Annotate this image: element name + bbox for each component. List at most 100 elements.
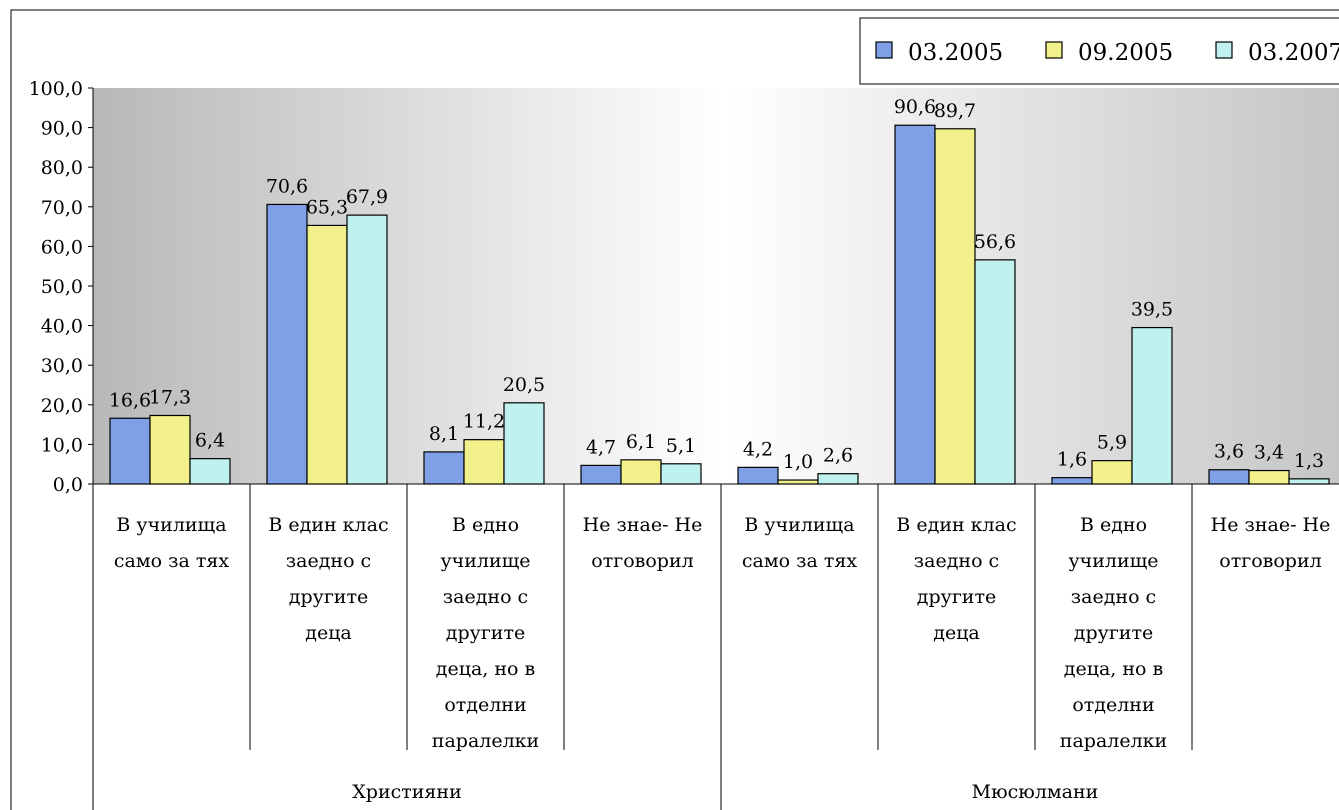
bar <box>1248 469 1290 485</box>
data-label: 89,7 <box>934 100 976 122</box>
bar <box>934 128 976 485</box>
data-label: 3,4 <box>1254 442 1284 464</box>
x-category-label: само за тях <box>742 550 857 572</box>
x-category-label: другите <box>917 586 996 608</box>
x-category-label: заедно с <box>443 586 528 608</box>
x-category-label: В един клас <box>268 514 388 536</box>
data-label: 70,6 <box>266 175 308 197</box>
legend-label: 03.2007 <box>1248 40 1339 66</box>
chart-border <box>10 9 1339 810</box>
x-category-label: В едно <box>1080 514 1147 536</box>
x-category-label: В един клас <box>896 514 1016 536</box>
x-category-label: деца <box>933 622 980 644</box>
data-label: 4,7 <box>586 436 616 458</box>
x-category-label: училище <box>440 550 530 572</box>
data-label: 65,3 <box>306 196 348 218</box>
bar <box>737 466 779 485</box>
data-label: 39,5 <box>1131 299 1173 321</box>
y-tick-label: 10,0 <box>41 434 83 456</box>
bar <box>974 259 1016 485</box>
data-label: 2,6 <box>823 445 853 467</box>
x-category-label: Не знае- Не <box>583 514 703 536</box>
y-tick-label: 70,0 <box>41 197 83 219</box>
x-category-label: отделни <box>1072 694 1154 716</box>
data-label: 1,0 <box>783 451 813 473</box>
legend: 03.2005 09.2005 03.2007 <box>859 17 1339 85</box>
y-tick-label: 80,0 <box>41 157 83 179</box>
x-category-label: деца, но в <box>1064 658 1163 680</box>
bar <box>660 463 702 485</box>
data-label: 3,6 <box>1214 441 1244 463</box>
data-label: 5,9 <box>1097 432 1127 454</box>
legend-swatch <box>1045 41 1063 59</box>
x-group-label: Християни <box>352 781 461 803</box>
x-category-label: деца, но в <box>436 658 535 680</box>
data-label: 56,6 <box>974 231 1016 253</box>
x-axis: В училища само за тях В един клас заедно с д… <box>92 483 1339 810</box>
y-tick-label: 90,0 <box>41 118 83 140</box>
bar <box>1091 460 1133 485</box>
y-axis: 0,0 10,0 20,0 30,0 40,0 50,0 60,0 70,0 80,0 90,0 1… <box>29 78 94 496</box>
data-label: 6,1 <box>626 431 656 453</box>
legend-swatch <box>1215 41 1233 59</box>
x-category-label: отговорил <box>591 550 693 572</box>
x-category-label: другите <box>446 622 525 644</box>
bar <box>266 203 308 485</box>
x-group-label: Мюсюлмани <box>972 781 1099 803</box>
y-tick-label: 50,0 <box>41 276 83 298</box>
data-label: 1,6 <box>1057 449 1087 471</box>
data-label: 90,6 <box>894 96 936 118</box>
bar <box>894 124 936 485</box>
data-label: 16,6 <box>109 389 151 411</box>
y-tick-label: 20,0 <box>41 395 83 417</box>
x-category-label: деца <box>305 622 352 644</box>
bar <box>109 417 151 485</box>
x-category-label: В училища <box>744 514 854 536</box>
x-category-label: другите <box>289 586 368 608</box>
bar <box>580 464 622 485</box>
data-label: 1,3 <box>1294 450 1324 472</box>
x-category-label: В едно <box>452 514 519 536</box>
x-category-label: другите <box>1074 622 1153 644</box>
data-label: 20,5 <box>503 374 545 396</box>
data-label: 8,1 <box>429 423 459 445</box>
legend-label: 03.2005 <box>908 40 1003 66</box>
bar <box>1208 469 1250 485</box>
bar <box>346 214 388 485</box>
y-tick-label: 40,0 <box>41 316 83 338</box>
data-label: 17,3 <box>149 386 191 408</box>
data-label: 4,2 <box>743 438 773 460</box>
x-category-label: паралелки <box>432 730 539 752</box>
legend-swatch <box>875 41 893 59</box>
y-tick-label: 0,0 <box>53 474 83 496</box>
y-tick-label: 60,0 <box>41 236 83 258</box>
data-label: 5,1 <box>666 435 696 457</box>
bar <box>1131 326 1173 485</box>
bar <box>817 473 859 485</box>
bar <box>463 439 505 485</box>
x-category-label: отделни <box>444 694 526 716</box>
x-category-label: заедно с <box>1071 586 1156 608</box>
data-labels: 16,6 70,6 8,1 4,7 4,2 90,6 1,6 3,6 17,3 65,3 11,2 6… <box>109 96 1324 473</box>
x-category-label: В училища <box>116 514 226 536</box>
data-label: 11,2 <box>463 411 505 433</box>
bar <box>189 458 231 485</box>
bar <box>306 224 348 485</box>
bar <box>620 459 662 485</box>
legend-box <box>859 17 1339 85</box>
x-category-label: паралелки <box>1060 730 1167 752</box>
y-tick-label: 100,0 <box>29 78 83 100</box>
bar <box>1051 477 1093 485</box>
x-category-label: само за тях <box>114 550 229 572</box>
data-label: 6,4 <box>195 430 225 452</box>
bar <box>777 479 819 485</box>
bar <box>149 414 191 485</box>
x-category-label: Не знае- Не <box>1211 514 1331 536</box>
x-category-label: училище <box>1068 550 1158 572</box>
x-category-label: заедно с <box>914 550 999 572</box>
bar <box>423 451 465 485</box>
data-label: 67,9 <box>346 186 388 208</box>
x-category-label: заедно с <box>286 550 371 572</box>
bar <box>503 402 545 485</box>
